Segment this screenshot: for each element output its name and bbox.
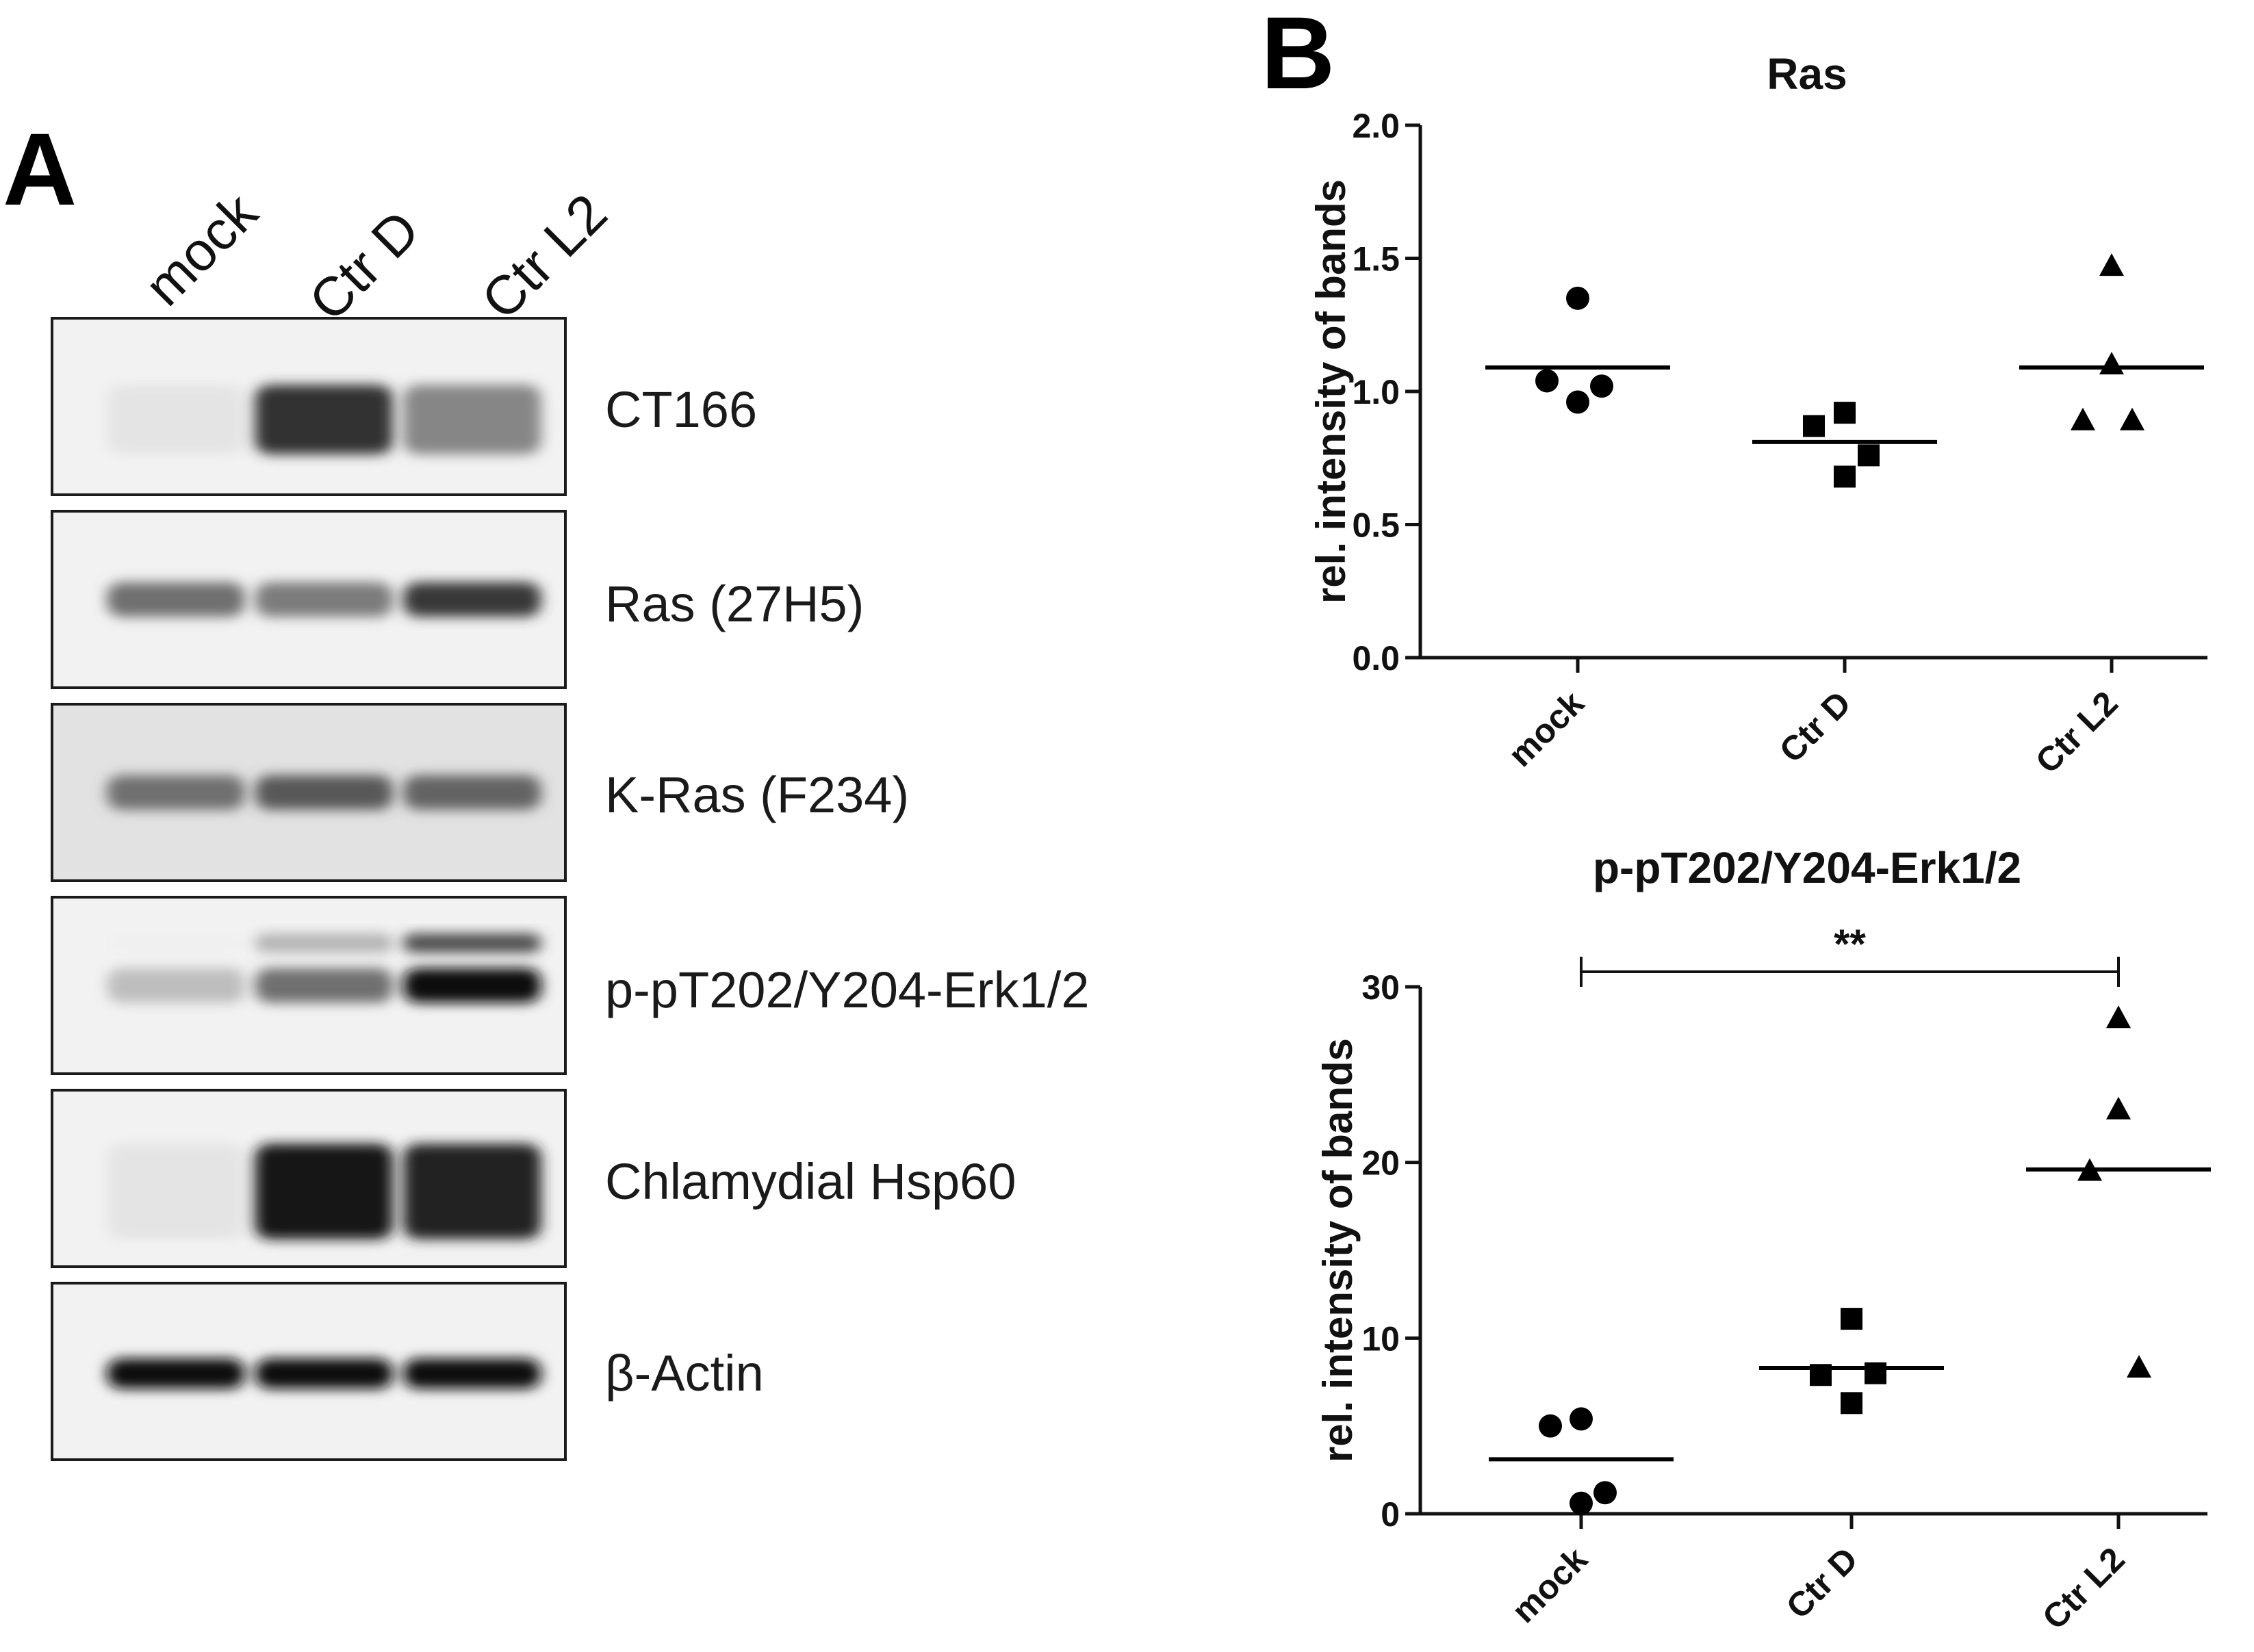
blot-ct166 bbox=[51, 317, 567, 496]
y-tick-label: 20 bbox=[1361, 1144, 1400, 1183]
blot-image bbox=[53, 899, 564, 1072]
blot-image bbox=[53, 706, 564, 879]
band-lane-1 bbox=[107, 1358, 245, 1389]
band-lane-2 bbox=[255, 1358, 394, 1389]
x-tick-label: mock bbox=[1504, 1540, 1595, 1630]
band-lane-3 bbox=[403, 1144, 541, 1239]
data-point-ctr-d bbox=[1834, 465, 1856, 488]
data-point-mock bbox=[1535, 369, 1559, 393]
significance-label: ** bbox=[1834, 921, 1866, 967]
blot-beta-actin bbox=[51, 1282, 567, 1461]
blot-chlamydial-hsp60 bbox=[51, 1089, 567, 1268]
band-lane-1 bbox=[107, 385, 245, 454]
y-axis-label: rel. intensity of bands bbox=[1308, 179, 1354, 604]
band-lane-1 bbox=[107, 1144, 245, 1239]
band-lane-3 bbox=[403, 968, 541, 1003]
chart-ras: Ras 0.0 0.5 1.0 1.5 2.0 rel. intensity of band… bbox=[1232, 27, 2254, 814]
blot-image bbox=[53, 1285, 564, 1458]
y-tick-label: 1.5 bbox=[1352, 240, 1400, 279]
band-lane-2 bbox=[255, 582, 394, 617]
y-tick-label: 0.5 bbox=[1352, 506, 1400, 545]
band-lane-2 bbox=[255, 385, 394, 454]
x-tick-label: Ctr D bbox=[1772, 684, 1858, 770]
band-lane-1 bbox=[107, 775, 245, 810]
chart-p-erk: p-pT202/Y204-Erk1/2 0 10 20 30 rel. intensity… bbox=[1232, 835, 2254, 1652]
blot-label-k-ras-f234: K-Ras (F234) bbox=[605, 766, 910, 823]
panel-b-letter: B bbox=[1261, 0, 1335, 110]
x-tick-label: Ctr L2 bbox=[2028, 684, 2125, 781]
chart-title: p-pT202/Y204-Erk1/2 bbox=[1593, 843, 2021, 892]
blot-image bbox=[53, 513, 564, 686]
lane-label-ctr-l2: Ctr L2 bbox=[470, 182, 619, 331]
data-point-ctr-d bbox=[1841, 1308, 1862, 1330]
x-tick-label: Ctr D bbox=[1779, 1540, 1865, 1626]
blot-k-ras-f234 bbox=[51, 703, 567, 882]
band-lane-3 bbox=[403, 582, 541, 617]
data-point-ctr-d bbox=[1865, 1362, 1886, 1384]
data-point-mock bbox=[1570, 1407, 1593, 1431]
data-point-mock bbox=[1570, 1491, 1593, 1515]
band-lane-3 bbox=[403, 1358, 541, 1389]
data-point-mock bbox=[1566, 390, 1589, 414]
blot-label-beta-actin: β-Actin bbox=[605, 1345, 764, 1402]
data-point-mock bbox=[1590, 374, 1613, 398]
blot-label-p-erk: p-pT202/Y204-Erk1/2 bbox=[605, 961, 1090, 1018]
band-lane-2 bbox=[255, 968, 394, 1003]
y-tick-label: 2.0 bbox=[1352, 107, 1400, 145]
blot-label-ct166: CT166 bbox=[605, 381, 758, 438]
y-tick-label: 0.0 bbox=[1352, 639, 1400, 677]
band-lane-2 bbox=[255, 1144, 394, 1239]
y-tick-label: 0 bbox=[1381, 1495, 1400, 1534]
data-point-mock bbox=[1593, 1481, 1617, 1505]
band-upper-lane-1 bbox=[107, 933, 245, 953]
data-point-mock bbox=[1539, 1414, 1562, 1438]
data-point-ctr-l2 bbox=[2071, 407, 2095, 430]
y-tick-label: 1.0 bbox=[1352, 373, 1400, 411]
data-point-ctr-l2 bbox=[2106, 1005, 2131, 1029]
data-point-ctr-d bbox=[1858, 444, 1880, 467]
data-point-ctr-d bbox=[1841, 1392, 1862, 1415]
blot-p-erk bbox=[51, 896, 567, 1075]
y-tick-label: 30 bbox=[1361, 968, 1400, 1007]
band-lane-3 bbox=[403, 385, 541, 454]
blot-image bbox=[53, 1092, 564, 1265]
lane-label-mock: mock bbox=[133, 181, 269, 318]
lane-label-ctr-d: Ctr D bbox=[297, 198, 431, 333]
panel-a-letter: A bbox=[3, 112, 77, 227]
blot-label-chlamydial-hsp60: Chlamydial Hsp60 bbox=[605, 1153, 1016, 1210]
chart-title: Ras bbox=[1767, 49, 1847, 99]
data-point-ctr-l2 bbox=[2099, 253, 2124, 276]
chart-ras-svg: Ras 0.0 0.5 1.0 1.5 2.0 rel. intensity of band… bbox=[1308, 49, 2207, 781]
y-tick-label: 10 bbox=[1361, 1319, 1400, 1358]
data-point-ctr-d bbox=[1834, 402, 1856, 424]
data-point-ctr-d bbox=[1803, 415, 1825, 437]
data-point-ctr-l2 bbox=[2099, 352, 2124, 375]
blot-label-ras-27h5: Ras (27H5) bbox=[605, 576, 865, 632]
x-tick-label: mock bbox=[1501, 684, 1591, 774]
data-point-ctr-l2 bbox=[2120, 407, 2144, 430]
data-point-ctr-l2 bbox=[2106, 1096, 2131, 1120]
data-point-mock bbox=[1566, 286, 1589, 310]
data-point-ctr-l2 bbox=[2127, 1354, 2151, 1378]
x-tick-label: Ctr L2 bbox=[2035, 1540, 2132, 1637]
band-lane-3 bbox=[403, 775, 541, 810]
band-lane-1 bbox=[107, 968, 245, 1003]
band-lane-2 bbox=[255, 775, 394, 810]
band-upper-lane-3 bbox=[403, 933, 541, 953]
blot-image bbox=[53, 320, 564, 493]
y-axis-label: rel. intensity of bands bbox=[1315, 1038, 1361, 1462]
blot-ras-27h5 bbox=[51, 510, 567, 689]
band-lane-1 bbox=[107, 582, 245, 617]
band-upper-lane-2 bbox=[255, 933, 394, 953]
